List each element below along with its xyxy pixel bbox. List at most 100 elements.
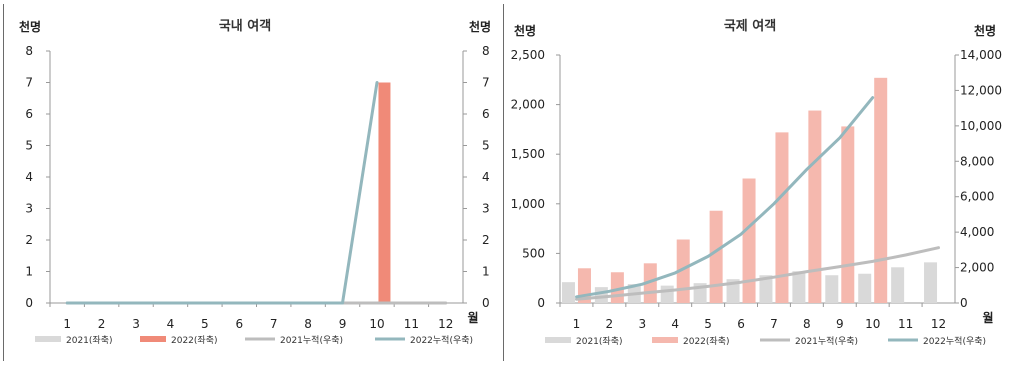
category-label: 12 xyxy=(931,317,946,331)
category-label: 4 xyxy=(671,317,679,331)
left-tick-label: 1,500 xyxy=(511,147,545,161)
legend-label: 2021(좌축) xyxy=(576,336,623,347)
left-tick-label: 0 xyxy=(25,296,33,310)
left-tick-label: 2,500 xyxy=(511,48,545,62)
bar-2022-month-6 xyxy=(742,178,756,303)
bar-2021-month-7 xyxy=(759,275,773,303)
right-tick-label: 1 xyxy=(482,265,490,279)
category-label: 7 xyxy=(270,317,278,331)
right-tick-label: 12,000 xyxy=(960,83,1002,97)
x-axis-unit: 월 xyxy=(467,310,478,325)
bar-2021-month-12 xyxy=(924,262,938,303)
left-tick-label: 2 xyxy=(25,233,33,247)
legend-label: 2021누적(우축) xyxy=(795,335,858,347)
left-tick-label: 3 xyxy=(25,202,33,216)
bar-2021-month-2 xyxy=(594,287,608,303)
category-label: 8 xyxy=(803,317,811,331)
category-label: 5 xyxy=(201,317,209,331)
category-label: 3 xyxy=(132,317,140,331)
x-axis-unit: 월 xyxy=(982,310,993,325)
category-label: 6 xyxy=(235,317,243,331)
category-label: 2 xyxy=(606,317,614,331)
line-cumulative-2022 xyxy=(65,81,379,305)
bar-2022-month-8 xyxy=(808,110,822,303)
right-tick-label: 5 xyxy=(482,139,490,153)
left-axis-unit: 천명 xyxy=(19,19,41,34)
left-tick-label: 4 xyxy=(25,170,33,184)
left-tick-label: 5 xyxy=(25,139,33,153)
bar-2021-month-10 xyxy=(858,273,872,303)
legend-swatch xyxy=(545,337,571,343)
left-tick-label: 1 xyxy=(25,265,33,279)
bar-2021-month-6 xyxy=(726,279,740,303)
international-passenger-chart: 국제 여객 천명 천명 월 0 500 1,000 1,500 2,000 2,500 0 2… xyxy=(511,18,1002,347)
left-tick-label: 6 xyxy=(25,107,33,121)
panel-divider xyxy=(503,4,504,361)
category-label: 1 xyxy=(573,317,581,331)
bar-2022-month-4 xyxy=(676,239,690,303)
legend-label: 2022(좌축) xyxy=(171,335,218,346)
left-tick-label: 1,000 xyxy=(511,197,545,211)
bar-2022-month-5 xyxy=(709,210,723,303)
bar-2021-month-9 xyxy=(825,275,839,303)
legend-label: 2022누적(우축) xyxy=(410,334,473,346)
right-tick-label: 10,000 xyxy=(960,119,1002,133)
category-label: 11 xyxy=(404,317,419,331)
right-tick-label: 14,000 xyxy=(960,48,1002,62)
category-label: 8 xyxy=(304,317,312,331)
legend-swatch xyxy=(652,337,678,343)
right-tick-label: 0 xyxy=(960,296,968,310)
bar-2021-month-11 xyxy=(891,267,905,303)
bar-2021-month-4 xyxy=(660,285,674,303)
right-tick-label: 2 xyxy=(482,233,490,247)
right-tick-label: 4,000 xyxy=(960,225,994,239)
right-tick-label: 6,000 xyxy=(960,190,994,204)
left-tick-label: 500 xyxy=(522,246,545,260)
right-axis-unit: 천명 xyxy=(974,23,996,38)
category-label: 10 xyxy=(865,317,880,331)
category-label: 3 xyxy=(638,317,646,331)
right-tick-label: 3 xyxy=(482,202,490,216)
right-tick-label: 6 xyxy=(482,107,490,121)
bar-2021-month-8 xyxy=(792,271,806,303)
category-label: 6 xyxy=(737,317,745,331)
left-tick-label: 8 xyxy=(25,44,33,58)
right-tick-label: 4 xyxy=(482,170,490,184)
category-label: 1 xyxy=(63,317,71,331)
category-label: 9 xyxy=(836,317,844,331)
right-tick-label: 0 xyxy=(482,296,490,310)
left-panel-border xyxy=(3,4,4,361)
line-cumulative-2022 xyxy=(575,96,875,299)
bar-2022-month-10 xyxy=(378,82,391,303)
left-tick-label: 0 xyxy=(537,296,545,310)
left-tick-label: 7 xyxy=(25,76,33,90)
category-label: 4 xyxy=(167,317,175,331)
category-label: 9 xyxy=(339,317,347,331)
right-tick-label: 8,000 xyxy=(960,154,994,168)
left-tick-label: 2,000 xyxy=(511,98,545,112)
bar-2021-month-1 xyxy=(561,282,575,303)
bar-2022-month-7 xyxy=(775,132,789,303)
category-label: 5 xyxy=(704,317,712,331)
legend-swatch xyxy=(140,336,166,342)
chart-title: 국내 여객 xyxy=(219,18,271,34)
chart-title: 국제 여객 xyxy=(724,18,776,34)
legend-swatch xyxy=(35,336,61,342)
right-axis-unit: 천명 xyxy=(469,19,491,34)
legend-label: 2021누적(우축) xyxy=(280,334,343,346)
bar-2022-month-10 xyxy=(874,77,888,303)
legend-label: 2022누적(우축) xyxy=(923,335,986,347)
bar-2022-month-9 xyxy=(841,126,855,303)
right-tick-label: 2,000 xyxy=(960,261,994,275)
right-tick-label: 7 xyxy=(482,76,490,90)
line-cumulative-2021 xyxy=(575,246,940,301)
left-axis-unit: 천명 xyxy=(514,23,536,38)
category-label: 11 xyxy=(898,317,913,331)
category-label: 7 xyxy=(770,317,778,331)
right-tick-label: 8 xyxy=(482,44,490,58)
category-label: 10 xyxy=(369,317,384,331)
category-label: 12 xyxy=(438,317,453,331)
legend-label: 2021(좌축) xyxy=(66,335,113,346)
